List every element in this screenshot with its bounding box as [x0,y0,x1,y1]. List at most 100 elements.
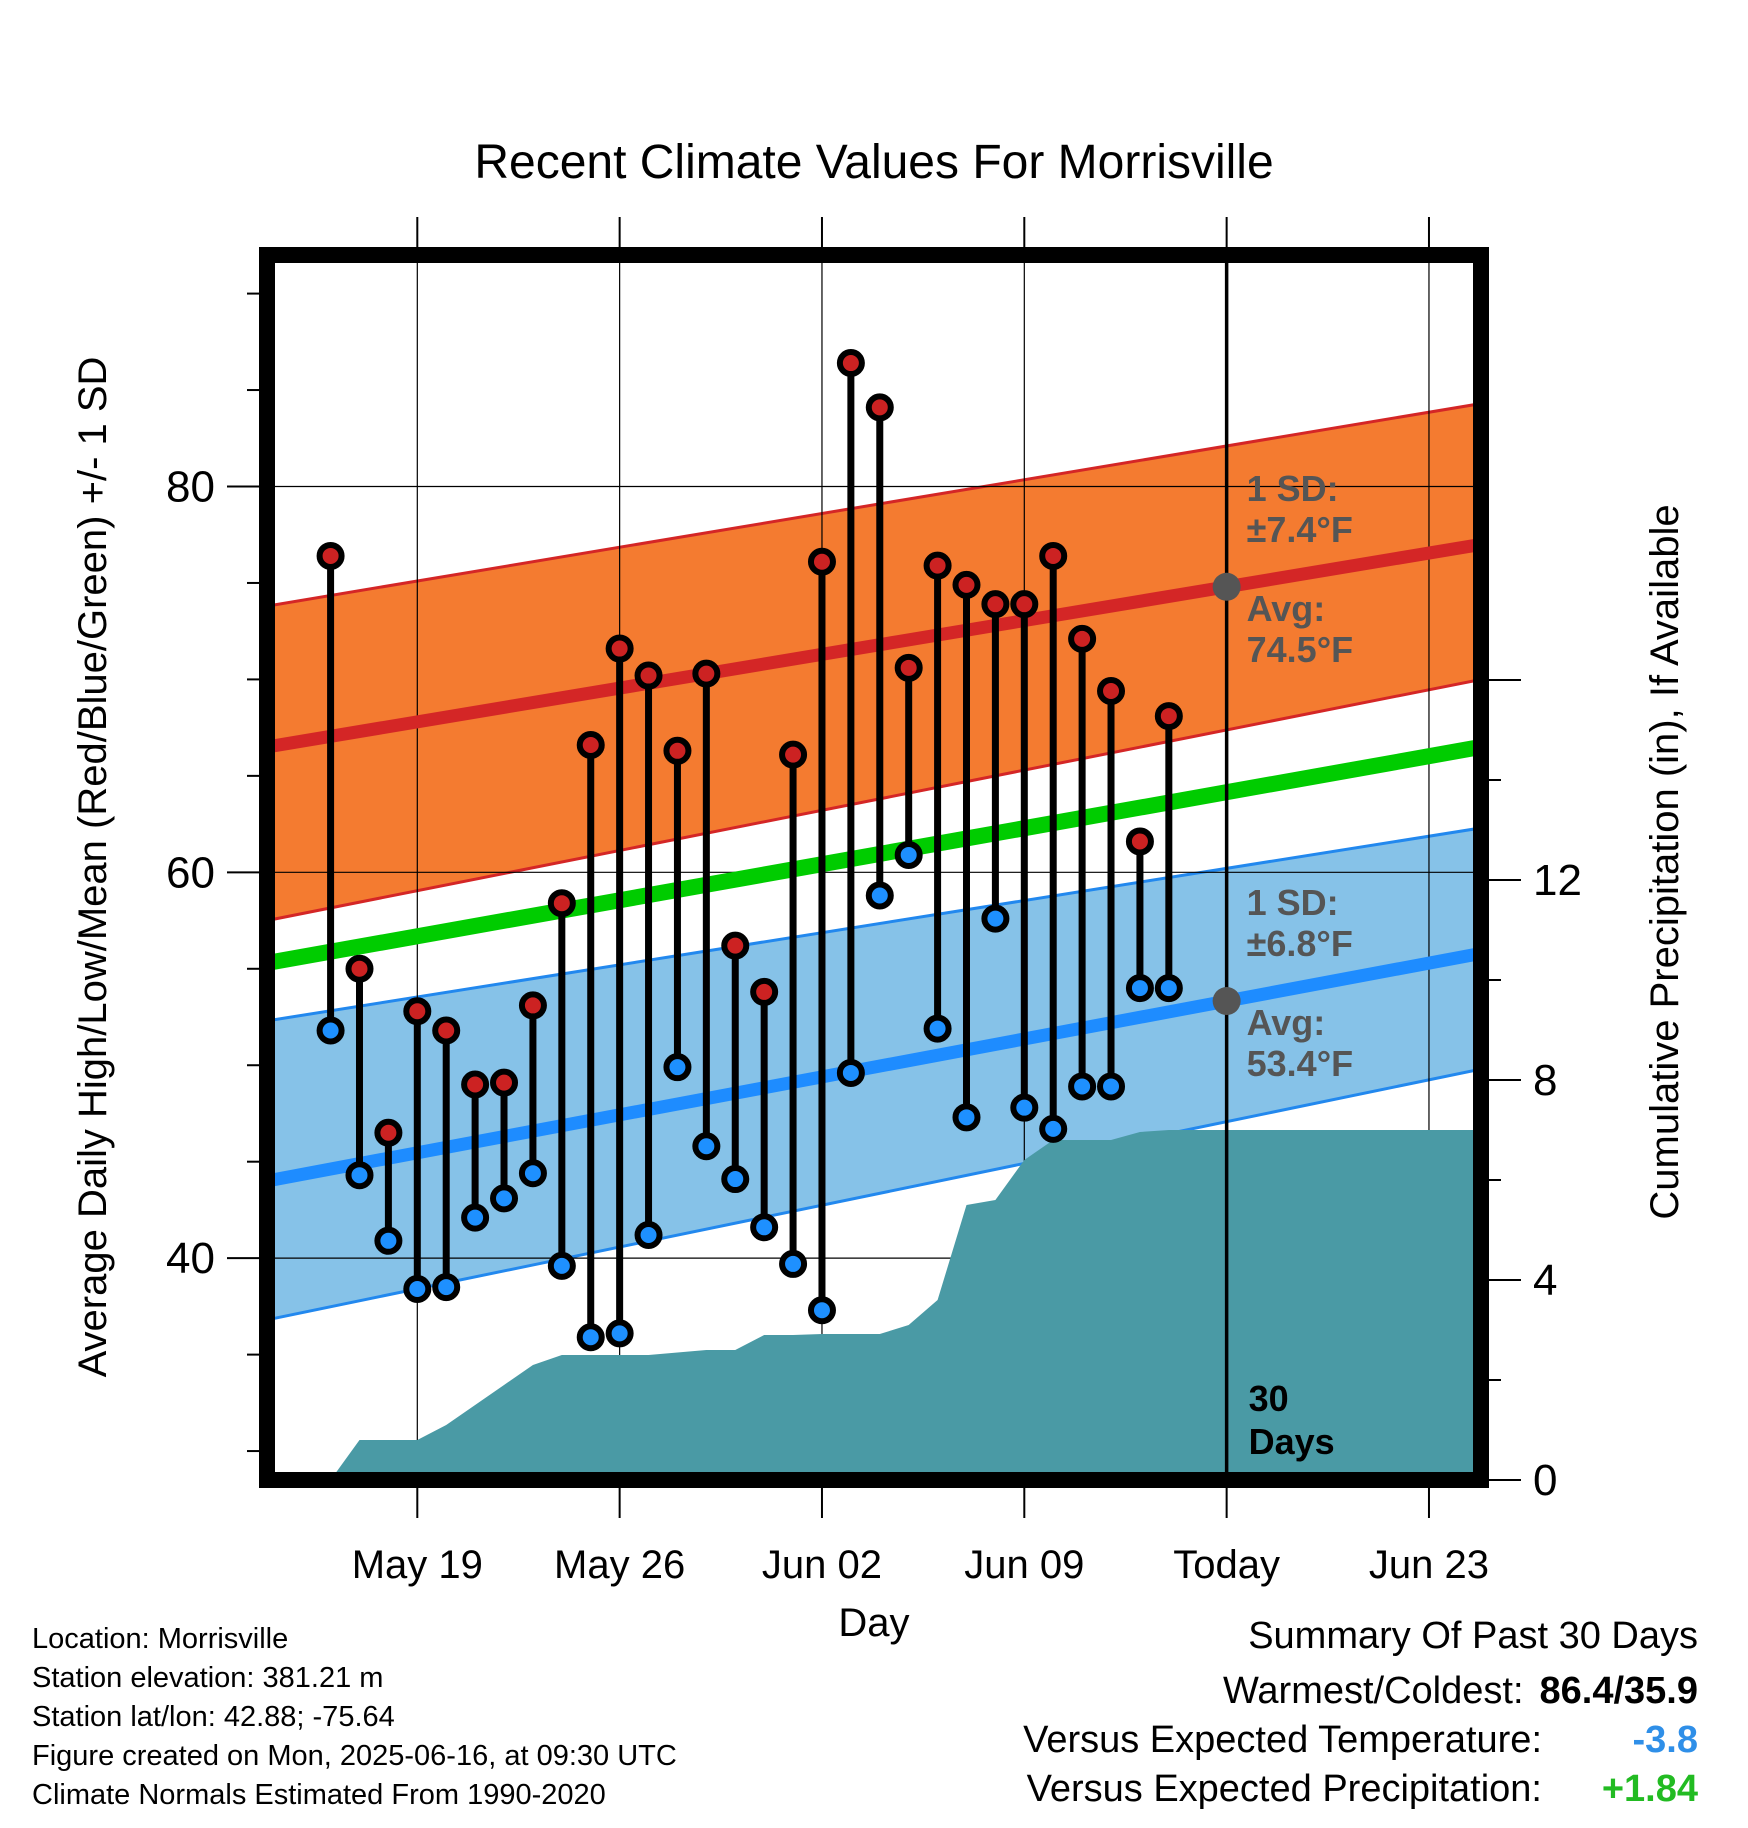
low-point [316,1016,345,1045]
high-point [923,551,952,580]
summary-temp: Versus Expected Temperature: -3.8 [1023,1716,1698,1765]
low-point [576,1323,605,1352]
low-point [779,1249,808,1278]
chart-title: Recent Climate Values For Morrisville [474,136,1273,189]
high-point [836,349,865,378]
low-point [461,1203,490,1232]
normal-high-line [267,537,1481,754]
high-point [1039,541,1068,570]
high-point [1068,624,1097,653]
low-point [923,1014,952,1043]
x-axis-label: Day [838,1601,909,1645]
x-tick-label: Jun 02 [762,1543,882,1587]
normal-low-line [267,946,1481,1188]
high-point [894,653,923,682]
low-point [605,1319,634,1348]
low-point [692,1132,721,1161]
low-point [1010,1093,1039,1122]
high-point [316,541,345,570]
y-left-tick-label: 60 [166,848,215,897]
high-point [403,997,432,1026]
low-point [750,1213,779,1242]
normals-text: Climate Normals Estimated From 1990-2020 [32,1779,606,1811]
low-avg-label: Avg: 53.4°F [1247,1002,1353,1084]
y-right-tick-label: 4 [1533,1256,1557,1305]
low-point [345,1161,374,1190]
high-point [634,661,663,690]
y-right-tick-label: 0 [1533,1456,1557,1505]
station-info: Location: Morrisville Station elevation:… [32,1620,677,1815]
summary-warm-cold: Warmest/Coldest: 86.4/35.9 [1023,1667,1698,1716]
summary-title: Summary Of Past 30 Days [1248,1615,1698,1657]
low-point [1154,974,1183,1003]
high-point [865,393,894,422]
summary-panel: Summary Of Past 30 Days Warmest/Coldest:… [1023,1612,1698,1814]
high-point [461,1070,490,1099]
x-tick-label: May 26 [554,1543,685,1587]
low-point [1097,1072,1126,1101]
low-point [403,1275,432,1304]
location-text: Location: Morrisville [32,1623,289,1655]
high-point [518,991,547,1020]
high-point [1125,827,1154,856]
plot-frame [259,247,1489,1488]
low-point [894,840,923,869]
low-point [952,1103,981,1132]
high-sd-label: 1 SD: ±7.4°F [1247,468,1353,550]
low-sd-band [267,826,1481,1322]
high-point [779,740,808,769]
low-point [1039,1114,1068,1143]
low-point [981,904,1010,933]
low-point [836,1058,865,1087]
x-tick-label: Today [1173,1543,1280,1587]
high-point [981,590,1010,619]
high-point [576,731,605,759]
high-point [1010,590,1039,619]
high-point [345,954,374,983]
low-point [432,1273,461,1302]
high-point [750,977,779,1006]
low-point [865,881,894,910]
y-right-tick-label: 12 [1533,856,1582,905]
high-avg-label: Avg: 74.5°F [1247,588,1353,670]
y-left-tick-label: 80 [166,462,215,511]
y-left-tick-label: 40 [166,1234,215,1283]
warm-cold-value: 86.4/35.9 [1539,1670,1698,1712]
high-point [1097,676,1126,705]
created-text: Figure created on Mon, 2025-06-16, at 09… [32,1740,677,1772]
precip-value: +1.84 [1601,1768,1698,1810]
summary-precip: Versus Expected Precipitation: +1.84 [1023,1765,1698,1814]
high-point [547,889,576,918]
low-point [1125,974,1154,1003]
low-point [721,1165,750,1194]
temp-label: Versus Expected Temperature: [1023,1719,1542,1761]
high-point [605,634,634,663]
normal-mean-line [267,739,1481,971]
y-left-axis-label: Average Daily High/Low/Mean (Red/Blue/Gr… [71,357,115,1378]
low-point [1068,1072,1097,1101]
low-point [807,1296,836,1325]
y-right-axis-label: Cumulative Precipitation (in), If Availa… [1643,504,1687,1219]
low-point [374,1226,403,1255]
high-sd-band [267,402,1481,923]
warm-cold-label: Warmest/Coldest: [1222,1670,1524,1712]
elevation-text: Station elevation: 381.21 m [32,1662,384,1694]
high-point [374,1118,403,1147]
high-point [432,1016,461,1045]
x-tick-label: Jun 09 [964,1543,1084,1587]
low-point [663,1053,692,1082]
x-tick-label: May 19 [352,1543,483,1587]
high-point [807,547,836,576]
precip-area [330,1130,1481,1480]
temp-value: -3.8 [1632,1719,1698,1761]
low-point [490,1184,519,1213]
x-tick-label: Jun 23 [1369,1543,1489,1587]
low-point [634,1221,663,1249]
low-point [518,1159,547,1188]
high-point [952,570,981,599]
today-high-avg-marker [1212,572,1241,601]
low-point [547,1251,576,1280]
high-point [490,1068,519,1097]
precip-label: Versus Expected Precipitation: [1026,1768,1542,1810]
